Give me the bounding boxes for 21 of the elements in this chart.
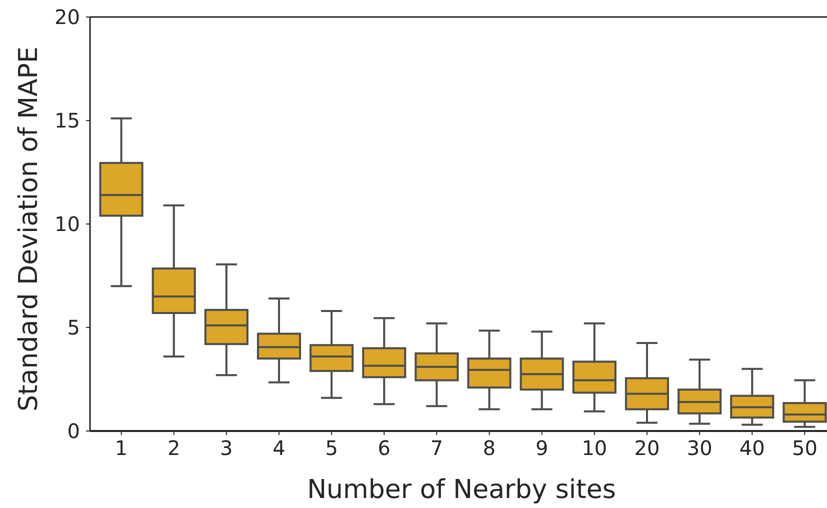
x-tick-label: 30: [686, 436, 712, 460]
x-tick-label: 40: [739, 436, 765, 460]
y-tick-label: 20: [54, 5, 80, 29]
x-tick-label: 6: [378, 436, 391, 460]
x-tick-label: 20: [634, 436, 660, 460]
x-tick-label: 10: [582, 436, 608, 460]
x-tick-label: 5: [325, 436, 338, 460]
x-tick-label: 8: [482, 436, 496, 460]
x-tick-label: 50: [792, 436, 818, 460]
x-tick-label: 4: [272, 436, 286, 460]
x-tick-label: 1: [114, 436, 128, 460]
x-tick-label: 9: [535, 436, 548, 460]
x-tick-label: 7: [430, 436, 444, 460]
y-tick-label: 10: [54, 212, 80, 236]
y-axis-title: Standard Deviation of MAPE: [14, 46, 44, 412]
y-tick-label: 5: [67, 316, 80, 340]
x-tick-label: 2: [167, 436, 180, 460]
x-tick-label: 3: [220, 436, 233, 460]
y-tick-label: 15: [54, 108, 80, 132]
y-tick-label: 0: [67, 419, 80, 443]
x-axis-title: Number of Nearby sites: [307, 475, 616, 505]
